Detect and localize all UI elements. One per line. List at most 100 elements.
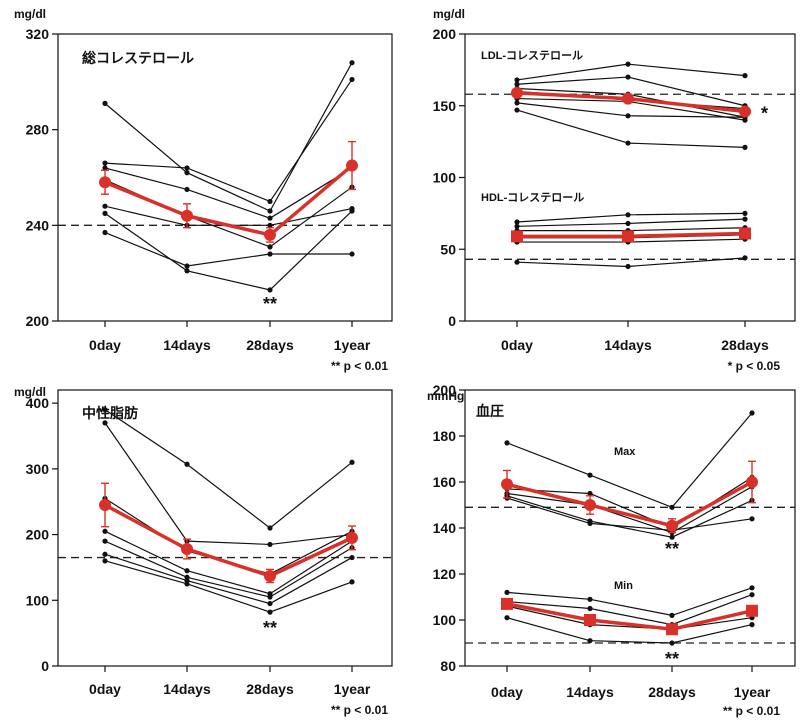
individual-line [104,62,353,212]
individual-point [669,534,675,540]
plot-frame [57,389,393,667]
individual-line [104,560,353,613]
individual-point [267,244,273,250]
x-tick-label: 1year [334,337,371,353]
x-tick-label: 28days [246,337,294,353]
mean-line [506,602,753,631]
individual-point [587,605,593,612]
individual-point [102,528,108,534]
individual-line [104,409,353,529]
significance-mark: ** [263,618,277,638]
individual-point [349,76,355,83]
individual-point [102,407,108,413]
individual-point [184,268,190,274]
y-tick-label: 140 [433,520,457,536]
y-tick-label: 160 [433,474,457,490]
x-tick-label: 14days [163,681,211,697]
individual-line [506,617,753,644]
x-tick-label: 1year [734,684,771,700]
individual-point [267,541,273,548]
individual-line [104,530,353,595]
individual-point [587,490,593,497]
chart-title: 血圧 [476,403,504,419]
individual-point [267,251,273,257]
individual-point [349,251,355,257]
y-tick-label: 200 [433,382,457,398]
series-group-label: HDL-コレステロール [481,191,584,204]
mean-point [501,597,513,610]
individual-point [587,472,593,478]
mean-point [181,543,193,556]
significance-footnote: ** p < 0.01 [331,359,388,373]
individual-point [102,165,108,171]
individual-point [514,223,520,229]
individual-line [104,422,353,546]
series-group-1: Max ** [501,410,758,559]
x-tick-label: 28days [721,337,769,353]
mean-point [181,209,193,222]
x-tick-label: 0day [89,337,121,353]
series-group-label: LDL-コレステロール [481,49,583,62]
significance-mark: ** [665,539,679,559]
plot-frame [57,33,393,322]
individual-point [742,210,748,216]
individual-line [517,227,746,232]
mean-point [666,623,678,636]
individual-point [587,638,593,644]
y-tick-label: 200 [26,527,50,543]
individual-line [506,495,753,538]
individual-point [184,263,190,269]
significance-footnote: ** p < 0.01 [723,704,780,718]
individual-point [749,516,755,522]
mean-point [99,176,111,189]
individual-line [104,210,353,291]
series-group-2: Min ** [501,580,758,669]
individual-point [514,100,520,106]
chart-panel-4: 80 100 120 140 160 180 200 0day 14days 28days 1yea… [427,382,796,718]
x-tick-label: 0day [491,684,523,700]
x-tick-label: 28days [246,681,294,697]
mean-point [739,105,751,118]
mean-point [99,499,111,511]
individual-point [184,186,190,193]
mean-point [739,227,751,240]
individual-point [184,568,190,574]
significance-mark: * [761,103,768,123]
individual-point [102,551,108,557]
individual-point [267,198,273,205]
individual-point [504,615,510,621]
individual-line [104,205,353,226]
y-tick-label: 80 [440,658,456,674]
individual-point [349,208,355,214]
individual-point [625,61,631,67]
individual-point [669,504,675,510]
individual-point [625,113,631,119]
individual-point [742,73,748,79]
significance-mark: ** [665,649,679,669]
individual-line [506,605,753,630]
individual-point [587,520,593,527]
mean-point [622,230,634,243]
individual-point [102,558,108,564]
individual-point [669,640,675,646]
individual-point [349,554,355,561]
series-group-2: HDL-コレステロール [481,191,751,270]
individual-point [184,170,190,176]
individual-point [267,525,273,531]
y-unit-label: mg/dl [14,7,46,21]
individual-point [625,74,631,80]
individual-point [504,440,510,446]
mean-point [264,228,276,241]
y-unit-label: mmHg [427,389,464,403]
series-group-label: Max [614,446,636,458]
individual-line [506,587,753,617]
mean-point [346,531,358,544]
y-tick-label: 0 [448,313,456,329]
individual-point [267,208,273,214]
individual-line [104,231,352,267]
chart-panel-1: 200 240 280 320 0day 14days 28days 1year mg/dl 総コ… [14,7,393,373]
x-tick-label: 14days [604,337,652,353]
individual-point [184,165,190,171]
individual-point [669,612,675,619]
